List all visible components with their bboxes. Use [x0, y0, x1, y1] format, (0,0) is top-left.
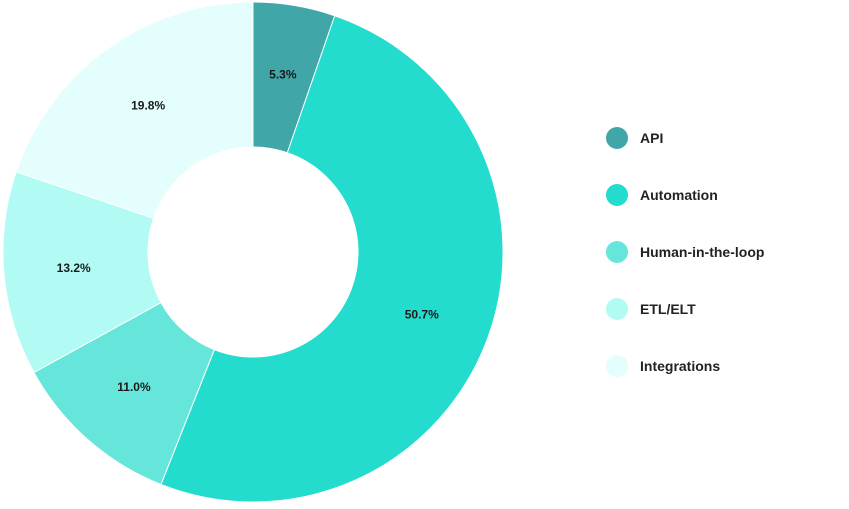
slice-label-etl-elt: 13.2% — [57, 261, 91, 275]
legend-label-etl-elt: ETL/ELT — [640, 301, 696, 317]
legend-item-human-in-the-loop: Human-in-the-loop — [606, 241, 764, 263]
slices-layer — [2, 1, 504, 503]
legend-swatch-integrations — [606, 355, 628, 377]
legend-swatch-automation — [606, 184, 628, 206]
slice-label-human-in-the-loop: 11.0% — [117, 380, 151, 394]
slice-integrations — [15, 1, 254, 219]
legend-swatch-etl-elt — [606, 298, 628, 320]
slice-label-integrations: 19.8% — [131, 99, 165, 113]
slice-label-api: 5.3% — [269, 67, 297, 81]
legend-swatch-api — [606, 127, 628, 149]
legend-label-api: API — [640, 130, 663, 146]
slice-automation — [160, 15, 504, 503]
legend-item-integrations: Integrations — [606, 355, 720, 377]
legend-label-integrations: Integrations — [640, 358, 720, 374]
legend-label-automation: Automation — [640, 187, 718, 203]
legend-label-human-in-the-loop: Human-in-the-loop — [640, 244, 764, 260]
legend-item-etl-elt: ETL/ELT — [606, 298, 696, 320]
legend-item-automation: Automation — [606, 184, 718, 206]
legend-swatch-human-in-the-loop — [606, 241, 628, 263]
legend: API Automation Human-in-the-loop ETL/ELT Int… — [606, 127, 764, 377]
legend-item-api: API — [606, 127, 663, 149]
slice-label-automation: 50.7% — [405, 308, 439, 322]
labels-layer: 5.3% 50.7% 11.0% 13.2% 19.8% — [57, 67, 439, 394]
slice-etl-elt — [2, 171, 162, 374]
